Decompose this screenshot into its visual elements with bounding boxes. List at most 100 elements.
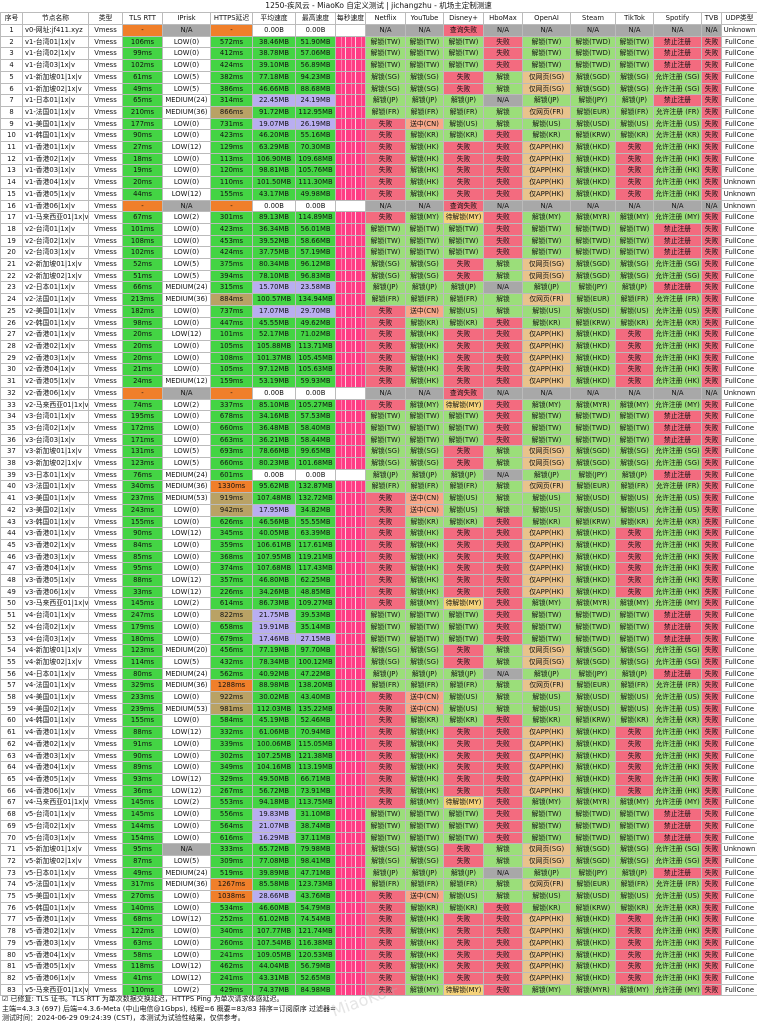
cell: 仅APP(HK) <box>522 176 571 189</box>
node-name: v2-韩国01|1x|v <box>22 316 89 330</box>
sparkline-bars <box>336 446 365 457</box>
cell: LOW(0) <box>162 749 211 763</box>
cell: 允许注册 (HK) <box>653 187 702 201</box>
node-name: v1-香港05|1x|v <box>22 187 89 201</box>
cell: N/A <box>653 199 702 213</box>
cell: Vmess <box>88 866 123 880</box>
cell: 解锁(JP) <box>522 468 571 482</box>
cell: 仅APP(HK) <box>522 339 571 353</box>
cell: 177ms <box>122 117 163 131</box>
cell: 解锁(KR) <box>522 316 571 330</box>
cell: 15 <box>0 187 23 201</box>
node-name: v1-香港02|1x|v <box>22 152 89 166</box>
cell: 允许注册 (HK) <box>653 737 702 751</box>
cell: 解锁(SGD) <box>570 258 616 271</box>
cell: 允许注册 (HK) <box>653 936 702 950</box>
cell: 失败 <box>365 983 406 997</box>
cell: 49ms <box>122 82 163 96</box>
cell: 100.12MB <box>295 655 336 669</box>
cell: 解锁(HKD) <box>570 936 616 950</box>
cell: 693ms <box>210 445 253 459</box>
cell: 144ms <box>122 819 163 833</box>
cell: FullCone <box>721 960 757 973</box>
cell: 失败 <box>701 129 722 143</box>
node-name: v3-新加坡02|1x|v <box>22 457 89 470</box>
cell: 解锁(TW) <box>405 632 444 646</box>
cell: LOW(0) <box>162 176 211 189</box>
cell: 84.98MB <box>295 983 336 997</box>
cell: 失败 <box>701 35 722 49</box>
node-row: 66 v4-香港06|1x|v Vmess 36ms LOW(12) 267ms 56.72… <box>0 784 757 798</box>
cell: 解锁(MY) <box>405 796 444 810</box>
cell: 失败 <box>443 457 484 470</box>
cell: 失败 <box>701 936 722 950</box>
cell: 仅网页(SG) <box>522 843 571 856</box>
cell: 解锁(TW) <box>522 234 571 248</box>
cell: FullCone <box>721 47 757 61</box>
sparkline-bars <box>336 575 365 586</box>
cell: 失败 <box>701 913 722 927</box>
cell: Vmess <box>88 222 123 236</box>
cell: 解锁(HKD) <box>570 363 616 377</box>
cell: 失败 <box>615 141 654 154</box>
cell: 40 <box>0 480 23 494</box>
speed-sparkline <box>335 644 366 657</box>
cell: 解锁(FR) <box>615 878 654 892</box>
cell: 123.73MB <box>295 878 336 892</box>
cell: 失败 <box>615 737 654 751</box>
cell: Vmess <box>88 761 123 774</box>
cell: Vmess <box>88 47 123 61</box>
cell: 80ms <box>122 667 163 681</box>
cell: Vmess <box>88 281 123 295</box>
cell: 62.25MB <box>295 574 336 587</box>
cell: FullCone <box>721 761 757 774</box>
cell: Vmess <box>88 702 123 716</box>
cell: 允许注册 (HK) <box>653 925 702 938</box>
cell: Vmess <box>88 468 123 482</box>
node-name: v2-香港04|1x|v <box>22 363 89 377</box>
cell: 942ms <box>210 503 253 517</box>
speed-sparkline <box>335 784 366 798</box>
cell: 待解锁(MY) <box>443 983 484 997</box>
cell: 678ms <box>210 410 253 423</box>
cell: 失败 <box>615 550 654 564</box>
cell: 145ms <box>122 808 163 821</box>
cell: 154ms <box>122 831 163 845</box>
cell: 21.75MB <box>252 609 296 622</box>
cell: 解锁(KRW) <box>570 129 616 143</box>
cell: LOW(0) <box>162 316 211 330</box>
cell: 17.07MB <box>252 304 296 318</box>
cell: 失败 <box>701 737 722 751</box>
cell: 失败 <box>365 211 406 224</box>
sparkline-bars <box>336 926 365 937</box>
cell: 允许注册 (MY) <box>653 398 702 412</box>
cell: 失败 <box>443 152 484 166</box>
cell: 解锁(KR) <box>443 316 484 330</box>
cell: Vmess <box>88 503 123 517</box>
cell: 解锁(TW) <box>522 819 571 833</box>
cell: 解锁(SG) <box>405 644 444 657</box>
speed-sparkline <box>335 749 366 763</box>
cell: 解锁(KR) <box>615 901 654 915</box>
cell: 解锁(HK) <box>405 562 444 576</box>
node-name: v5-香港03|1x|v <box>22 936 89 950</box>
cell: 解锁(FR) <box>365 105 406 119</box>
cell: 解锁(HKD) <box>570 164 616 178</box>
cell: FullCone <box>721 632 757 646</box>
cell: 解锁 <box>483 293 523 306</box>
cell: 解锁(JP) <box>443 94 484 107</box>
node-row: 29 v2-香港03|1x|v Vmess 20ms LOW(0) 108ms 101.37… <box>0 351 757 365</box>
cell: 340ms <box>210 925 253 938</box>
cell: 解锁(HK) <box>405 141 444 154</box>
cell: N/A <box>483 24 523 37</box>
cell: FullCone <box>721 117 757 131</box>
cell: 57 <box>0 679 23 693</box>
cell: 119.21MB <box>295 550 336 564</box>
cell: 100.06MB <box>252 737 296 751</box>
cell: 77.19MB <box>252 644 296 657</box>
cell: 84ms <box>122 538 163 552</box>
cell: 失败 <box>443 960 484 973</box>
cell: 解锁(MY) <box>522 398 571 412</box>
cell: 解锁(HKD) <box>570 960 616 973</box>
node-name: v3-香港03|1x|v <box>22 550 89 564</box>
